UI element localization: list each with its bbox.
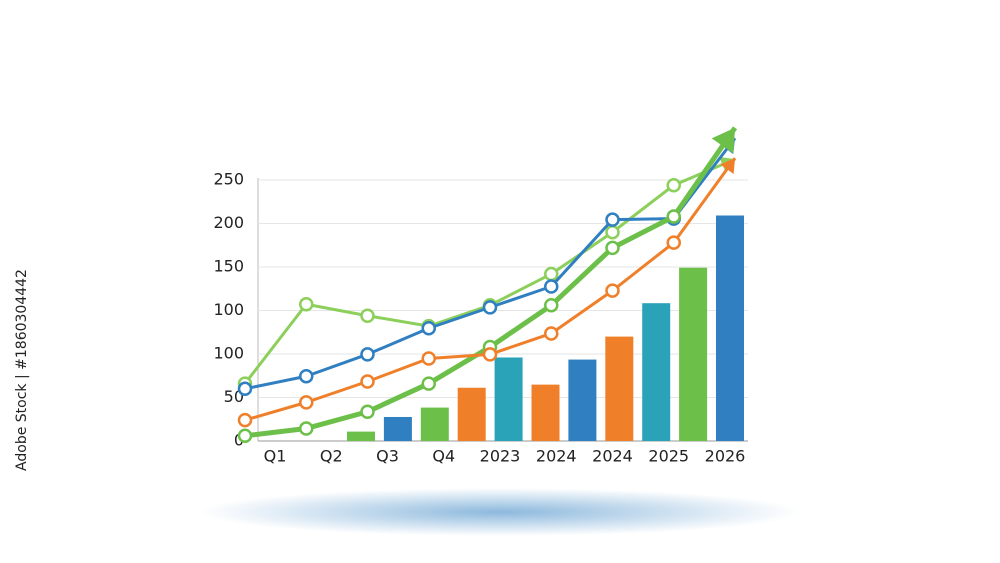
y-tick-label: 0 xyxy=(234,431,244,450)
y-tick-label: 100 xyxy=(213,300,244,319)
x-tick-label: 2026 xyxy=(705,447,746,466)
marker xyxy=(360,374,375,389)
marker xyxy=(360,308,375,323)
marker xyxy=(666,177,681,193)
bar xyxy=(605,336,634,441)
marker xyxy=(299,395,314,410)
x-tick-label: Q3 xyxy=(376,447,399,466)
bar xyxy=(642,303,671,441)
marker xyxy=(421,320,436,336)
marker xyxy=(421,351,436,366)
marker xyxy=(544,279,559,294)
marker xyxy=(299,369,314,384)
marker xyxy=(666,209,681,224)
y-tick-label: 200 xyxy=(213,213,244,232)
bar xyxy=(420,407,449,441)
y-tick-label: 150 xyxy=(213,256,244,275)
marker xyxy=(360,404,375,420)
y-tick-label: 250 xyxy=(213,170,244,189)
shadow xyxy=(200,488,800,536)
arrow-head xyxy=(720,158,735,175)
marker xyxy=(605,212,620,227)
x-tick-label: Q4 xyxy=(432,447,455,466)
marker xyxy=(482,347,498,362)
x-tick-label: Q2 xyxy=(320,447,343,466)
arrow-head xyxy=(711,127,735,154)
x-tick-label: 2024 xyxy=(536,447,577,466)
y-tick-label: 100 xyxy=(213,344,244,363)
bar xyxy=(568,359,597,441)
bar xyxy=(494,357,523,441)
marker xyxy=(299,421,314,436)
marker xyxy=(482,300,498,315)
bar xyxy=(347,431,375,441)
bar xyxy=(716,215,744,441)
bar xyxy=(457,387,486,441)
marker xyxy=(421,376,436,391)
bar xyxy=(531,384,560,441)
marker xyxy=(299,296,314,312)
watermark: Adobe Stock | #1860304442 xyxy=(14,269,30,471)
bar xyxy=(383,416,412,441)
marker xyxy=(544,298,559,313)
marker xyxy=(666,235,681,250)
x-tick-label: Q1 xyxy=(264,447,287,466)
marker xyxy=(360,347,375,362)
bar xyxy=(679,267,708,441)
x-tick-label: 2024 xyxy=(592,447,633,466)
marker xyxy=(544,266,559,282)
marker xyxy=(237,428,253,444)
marker xyxy=(605,224,620,240)
marker xyxy=(605,283,620,298)
x-tick-label: 2025 xyxy=(648,447,689,466)
marker xyxy=(544,326,559,341)
marker xyxy=(605,240,620,256)
marker xyxy=(237,381,253,397)
x-tick-label: 2023 xyxy=(480,447,521,466)
marker xyxy=(237,412,253,428)
